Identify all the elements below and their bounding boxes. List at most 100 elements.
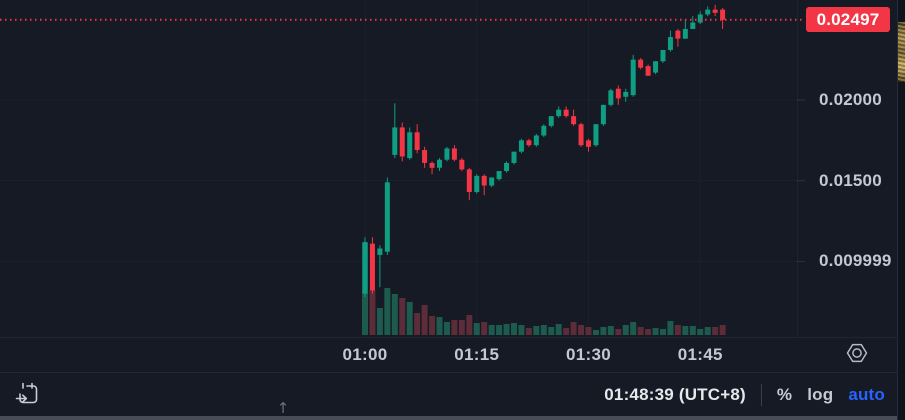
candle-body bbox=[414, 132, 420, 151]
volume-bar bbox=[384, 288, 391, 335]
chart-plot-area[interactable] bbox=[0, 0, 897, 337]
candle-body bbox=[451, 148, 457, 160]
volume-bar bbox=[585, 327, 592, 335]
candle-body bbox=[518, 140, 524, 152]
volume-bar bbox=[421, 305, 428, 335]
volume-bar bbox=[555, 324, 562, 335]
volume-bar bbox=[548, 327, 555, 335]
candle-body bbox=[712, 9, 718, 13]
price-tick-label: 0.01500 bbox=[819, 170, 882, 190]
candle-body bbox=[437, 159, 442, 168]
candle-body bbox=[682, 28, 688, 39]
volume-bar bbox=[622, 325, 629, 335]
log-scale-button[interactable]: log bbox=[807, 384, 834, 404]
volume-bar bbox=[406, 302, 413, 335]
volume-bar bbox=[570, 322, 577, 335]
volume-bar bbox=[511, 323, 517, 335]
candle-body bbox=[377, 248, 383, 255]
candle-body bbox=[615, 88, 621, 99]
volume-bar bbox=[652, 328, 659, 335]
candlestick-chart[interactable] bbox=[0, 0, 897, 337]
volume-bar bbox=[704, 327, 711, 335]
price-tick-label: 0.02000 bbox=[819, 90, 882, 109]
candle-body bbox=[608, 90, 614, 105]
candle-body bbox=[645, 66, 651, 76]
toolbar-right-group: 01:48:39 (UTC+8) % log auto bbox=[604, 383, 885, 406]
candle-body bbox=[474, 175, 480, 192]
volume-bar bbox=[540, 325, 547, 335]
volume-bar bbox=[443, 322, 450, 335]
time-tick-label: 01:45 bbox=[677, 345, 723, 364]
volume-bar bbox=[391, 294, 398, 335]
auto-scale-button[interactable]: auto bbox=[848, 384, 885, 404]
volume-bar bbox=[592, 330, 599, 335]
time-tick-label: 01:15 bbox=[454, 345, 500, 364]
percent-scale-button[interactable]: % bbox=[776, 384, 793, 404]
price-axis[interactable]: 0.02497 0.02000 0.01500 0.009999 bbox=[797, 0, 898, 337]
time-axis[interactable]: 01:00 01:15 01:30 01:45 bbox=[0, 337, 905, 373]
candle-body bbox=[578, 124, 584, 146]
toolbar-divider bbox=[760, 383, 762, 406]
volume-bar bbox=[600, 327, 607, 335]
candle-body bbox=[600, 104, 606, 125]
volume-bar bbox=[630, 322, 637, 335]
volume-bar bbox=[481, 322, 488, 335]
arrow-up-icon[interactable]: ↑ bbox=[274, 399, 292, 417]
volume-bar bbox=[674, 325, 681, 335]
time-tick-label: 01:30 bbox=[566, 345, 611, 364]
candle-body bbox=[399, 127, 405, 157]
candle-body bbox=[541, 125, 547, 136]
toolbar-left-group bbox=[12, 378, 43, 412]
volume-bar bbox=[458, 320, 465, 335]
volume-bar bbox=[488, 325, 495, 335]
candle-body bbox=[369, 243, 375, 291]
candle-body bbox=[459, 159, 465, 170]
volume-bar bbox=[473, 323, 480, 335]
candle-body bbox=[504, 162, 510, 172]
volume-bar bbox=[436, 317, 443, 335]
bottom-toolbar: 01:48:39 (UTC+8) % log auto bbox=[0, 372, 905, 416]
go-to-date-button[interactable] bbox=[12, 378, 43, 412]
candle-body bbox=[533, 135, 539, 146]
candle-body bbox=[705, 9, 711, 15]
candle-body bbox=[563, 109, 569, 117]
volume-bar bbox=[369, 290, 376, 335]
window-bottom-strip bbox=[0, 416, 905, 420]
volume-bar bbox=[578, 325, 585, 335]
volume-bar bbox=[451, 320, 458, 335]
volume-bar bbox=[667, 321, 674, 335]
volume-bar bbox=[399, 298, 406, 335]
volume-bar bbox=[518, 325, 525, 335]
volume-bar bbox=[660, 329, 666, 335]
volume-bar bbox=[414, 313, 421, 335]
calendar-arrow-icon bbox=[14, 380, 41, 410]
volume-bar bbox=[429, 316, 436, 335]
candle-body bbox=[690, 22, 696, 29]
volume-bar bbox=[466, 315, 473, 335]
candle-body bbox=[697, 14, 703, 23]
volume-bar bbox=[563, 328, 570, 335]
volume-bar bbox=[637, 327, 644, 335]
candle-body bbox=[384, 182, 390, 252]
candle-body bbox=[422, 150, 428, 163]
volume-bar bbox=[525, 328, 532, 335]
candle-body bbox=[675, 30, 681, 39]
price-tick-label: 0.009999 bbox=[819, 251, 892, 271]
hexagon-circle-icon bbox=[843, 340, 871, 369]
volume-bar bbox=[533, 326, 540, 335]
candle-body bbox=[586, 140, 591, 147]
candle-body bbox=[720, 9, 726, 20]
chart-settings-button[interactable] bbox=[840, 339, 874, 370]
candle-body bbox=[623, 91, 629, 97]
timezone-clock[interactable]: 01:48:39 (UTC+8) bbox=[604, 384, 746, 404]
candle-body bbox=[638, 59, 644, 68]
candle-body bbox=[653, 61, 659, 73]
candle-body bbox=[489, 177, 495, 186]
volume-bar bbox=[712, 327, 719, 335]
volume-bar bbox=[607, 326, 614, 335]
page-edge-column bbox=[897, 0, 905, 420]
candle-body bbox=[496, 171, 502, 180]
volume-bar bbox=[615, 329, 622, 335]
candle-body bbox=[548, 116, 554, 126]
